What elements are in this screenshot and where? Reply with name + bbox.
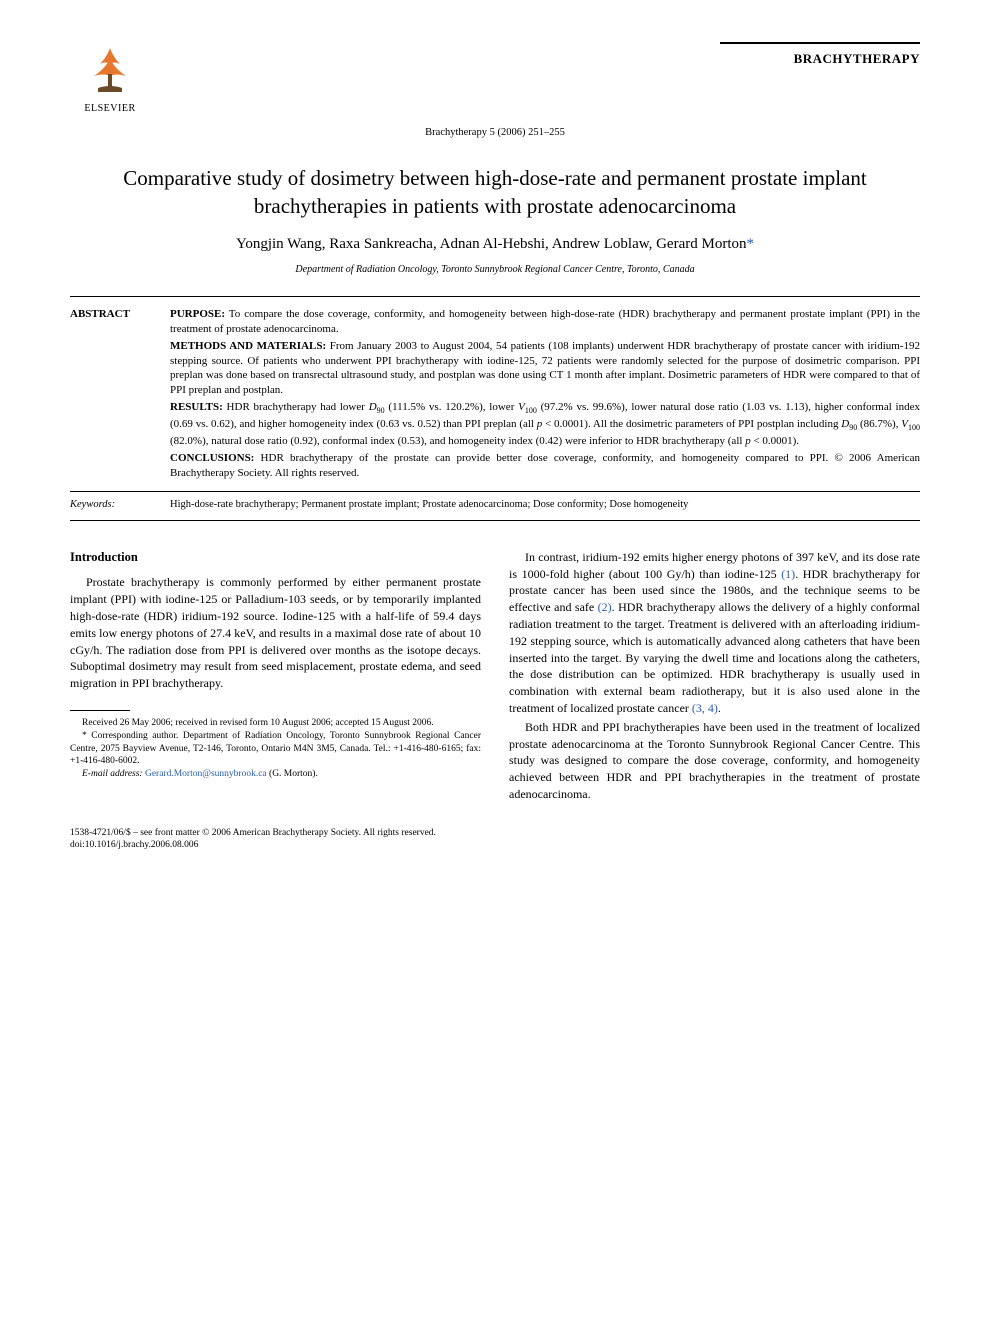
conclusions-label: CONCLUSIONS: <box>170 452 254 464</box>
d90-sub: 90 <box>377 406 385 415</box>
footnote-received: Received 26 May 2006; received in revise… <box>70 717 481 729</box>
citation-2[interactable]: (2) <box>598 600 612 614</box>
right-column: In contrast, iridium-192 emits higher en… <box>509 549 920 805</box>
intro-p3: Both HDR and PPI brachytherapies have be… <box>509 719 920 803</box>
results-pre: HDR brachytherapy had lower <box>223 401 369 413</box>
keywords-text: High-dose-rate brachytherapy; Permanent … <box>170 498 920 512</box>
page-header: ELSEVIER BRACHYTHERAPY <box>70 40 920 116</box>
v100-sub: 100 <box>525 406 537 415</box>
intro-p2: In contrast, iridium-192 emits higher en… <box>509 549 920 717</box>
p2-post: . HDR brachytherapy allows the delivery … <box>509 600 920 715</box>
citation-3-4[interactable]: (3, 4) <box>692 701 718 715</box>
v100-2-sym: V <box>901 418 908 430</box>
keywords-label: Keywords: <box>70 498 170 512</box>
intro-heading: Introduction <box>70 549 481 567</box>
keywords-block: Keywords: High-dose-rate brachytherapy; … <box>70 492 920 520</box>
doi-line: doi:10.1016/j.brachy.2006.08.006 <box>70 839 920 851</box>
v100-2-vals: (82.0%), natural dose ratio (0.92), conf… <box>170 435 745 447</box>
purpose-label: PURPOSE: <box>170 308 225 320</box>
footnote-separator <box>70 710 130 711</box>
p2-val: < 0.0001). <box>751 435 799 447</box>
abstract-content: PURPOSE: To compare the dose coverage, c… <box>170 307 920 483</box>
article-title: Comparative study of dosimetry between h… <box>90 164 900 221</box>
abstract-conclusions: CONCLUSIONS: HDR brachytherapy of the pr… <box>170 451 920 481</box>
d90-2-sub: 90 <box>849 423 857 432</box>
purpose-text: To compare the dose coverage, conformity… <box>170 308 920 335</box>
intro-p1: Prostate brachytherapy is commonly perfo… <box>70 574 481 692</box>
email-link[interactable]: Gerard.Morton@sunnybrook.ca <box>145 769 267 779</box>
d90-vals: (111.5% vs. 120.2%), lower <box>385 401 518 413</box>
corresponding-author-mark: * <box>747 236 755 252</box>
affiliation: Department of Radiation Oncology, Toront… <box>70 263 920 277</box>
journal-citation: Brachytherapy 5 (2006) 251–255 <box>70 126 920 140</box>
abstract-purpose: PURPOSE: To compare the dose coverage, c… <box>170 307 920 337</box>
abstract-methods: METHODS AND MATERIALS: From January 2003… <box>170 339 920 398</box>
journal-name-block: BRACHYTHERAPY <box>720 40 920 68</box>
abstract-label: ABSTRACT <box>70 307 170 483</box>
methods-label: METHODS AND MATERIALS: <box>170 340 326 352</box>
copyright-line: 1538-4721/06/$ – see front matter © 2006… <box>70 827 920 839</box>
footnotes: Received 26 May 2006; received in revise… <box>70 717 481 781</box>
email-label: E-mail address: <box>82 769 143 779</box>
left-column: Introduction Prostate brachytherapy is c… <box>70 549 481 805</box>
conclusions-text: HDR brachytherapy of the prostate can pr… <box>170 452 920 479</box>
footnote-corresponding: * Corresponding author. Department of Ra… <box>70 730 481 767</box>
citation-1[interactable]: (1) <box>781 567 795 581</box>
d90-sym: D <box>369 401 377 413</box>
results-label: RESULTS: <box>170 401 223 413</box>
authors-text: Yongjin Wang, Raxa Sankreacha, Adnan Al-… <box>236 236 747 252</box>
abstract-block: ABSTRACT PURPOSE: To compare the dose co… <box>70 297 920 491</box>
footnote-email: E-mail address: Gerard.Morton@sunnybrook… <box>70 768 481 780</box>
publisher-logo-block: ELSEVIER <box>70 40 150 116</box>
email-suffix: (G. Morton). <box>267 769 318 779</box>
v100-2-sub: 100 <box>908 423 920 432</box>
publisher-name: ELSEVIER <box>84 102 135 116</box>
page-footer: 1538-4721/06/$ – see front matter © 2006… <box>70 827 920 852</box>
journal-name: BRACHYTHERAPY <box>794 51 920 66</box>
body-columns: Introduction Prostate brachytherapy is c… <box>70 549 920 805</box>
divider-bottom <box>70 520 920 521</box>
elsevier-tree-icon <box>80 40 140 100</box>
authors-line: Yongjin Wang, Raxa Sankreacha, Adnan Al-… <box>70 234 920 254</box>
d90-2-vals: (86.7%), <box>857 418 901 430</box>
v100-sym: V <box>518 401 525 413</box>
p2-end: . <box>718 701 721 715</box>
d90-2-sym: D <box>841 418 849 430</box>
p-val: < 0.0001). All the dosimetric parameters… <box>542 418 841 430</box>
abstract-results: RESULTS: HDR brachytherapy had lower D90… <box>170 400 920 449</box>
